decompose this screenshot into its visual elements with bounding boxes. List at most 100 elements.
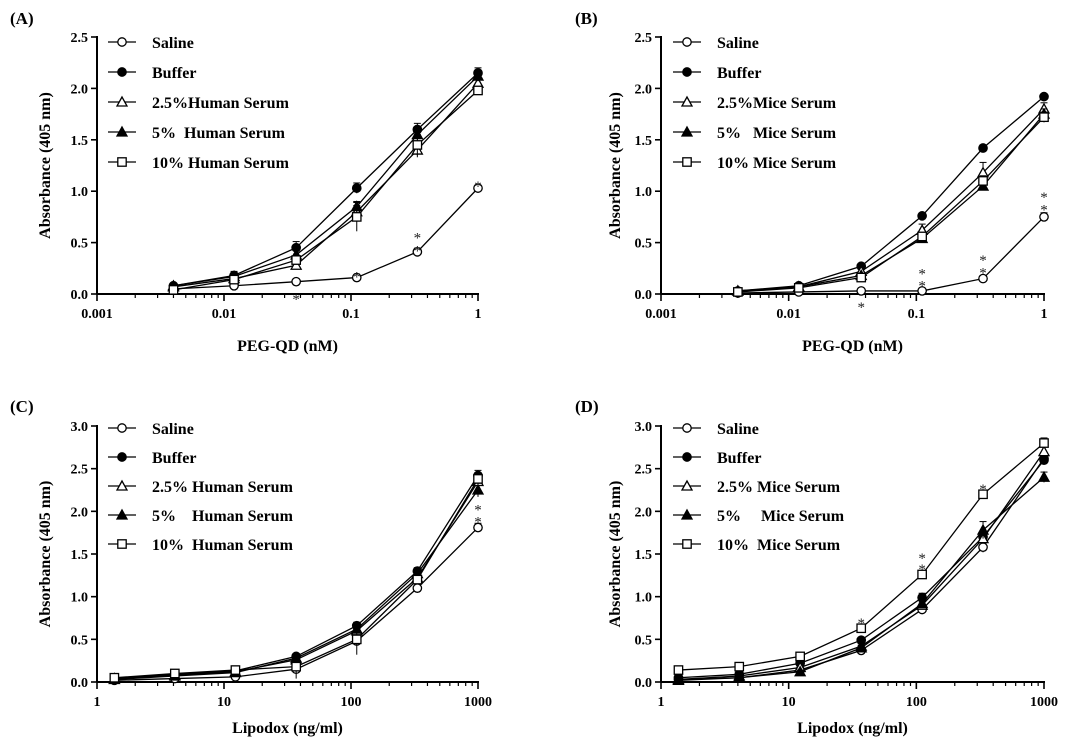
- legend-marker: [115, 479, 129, 491]
- y-tick-label: 2.5: [635, 463, 653, 478]
- data-point: [795, 651, 805, 662]
- data-point: [1039, 438, 1049, 448]
- x-axis-title: PEG-QD (nM): [237, 338, 338, 355]
- panel-label: (B): [575, 9, 598, 28]
- data-point: [473, 85, 483, 96]
- legend-label: 5% Human Serum: [152, 125, 286, 142]
- significance-star: *: [414, 230, 422, 246]
- legend-marker: [682, 37, 692, 47]
- y-tick-label: 0.0: [635, 676, 653, 691]
- series-line: [173, 89, 479, 291]
- legend-marker: [680, 479, 694, 491]
- legend-item: Buffer: [108, 450, 196, 467]
- series-5: [109, 472, 483, 683]
- y-tick-label: 1.5: [71, 548, 89, 563]
- panel-a: (A) 0.0 0.5 1.0 1.5 2.0 2.5 0.001 0.01 0.1 1 PEG-QD…: [10, 9, 485, 355]
- y-tick-label: 0.5: [635, 633, 653, 648]
- data-point: [412, 140, 423, 150]
- data-point: [1037, 470, 1051, 482]
- legend-marker: [117, 67, 127, 77]
- y-axis-title: Absorbance (405 nm): [37, 481, 54, 628]
- data-point: [733, 287, 743, 297]
- data-point: [473, 183, 483, 193]
- legend-label: Saline: [152, 421, 194, 438]
- y-tick-label: 0.5: [71, 237, 89, 252]
- y-tick-label: 1.0: [71, 591, 89, 606]
- legend-label: Buffer: [152, 65, 196, 82]
- data-point: [291, 661, 302, 672]
- legend-item: 10% Mice Serum: [673, 537, 841, 554]
- data-point: [1039, 212, 1049, 222]
- series-1: [733, 212, 1049, 298]
- y-axis-title: Absorbance (405 nm): [607, 481, 624, 628]
- x-tick-label: 1: [94, 695, 101, 710]
- legend-marker: [682, 539, 692, 549]
- data-point: [473, 522, 483, 533]
- legend-marker: [117, 37, 127, 47]
- series-line: [173, 72, 479, 287]
- panel-b: (B) 0.0 0.5 1.0 1.5 2.0 2.5 0.001 0.01 0.1 1 PEG-QD…: [575, 9, 1051, 355]
- data-point: [471, 69, 485, 81]
- legend-label: Saline: [717, 421, 759, 438]
- series-line: [737, 116, 1045, 293]
- y-tick-label: 1.5: [635, 134, 653, 149]
- y-tick-label: 1.0: [71, 185, 89, 200]
- legend-marker: [115, 125, 129, 137]
- legend-marker: [115, 95, 129, 107]
- x-tick-label: 10: [782, 695, 796, 710]
- legend-item: 2.5% Human Serum: [108, 479, 294, 496]
- data-point: [978, 273, 988, 284]
- legend-item: 10% Human Serum: [108, 155, 290, 172]
- y-tick-label: 1.5: [71, 134, 89, 149]
- legend-item: 2.5% Mice Serum: [673, 479, 841, 496]
- legend-marker: [680, 125, 694, 137]
- y-tick-label: 3.0: [635, 420, 653, 435]
- data-point: [412, 574, 423, 585]
- series-line: [114, 475, 479, 680]
- data-point: [916, 597, 929, 609]
- x-tick-label: 10: [217, 695, 231, 710]
- panel-d: (D) 0.0 0.5 1.0 1.5 2.0 2.5 3.0 1 10 100 1000 Lipodo…: [575, 397, 1058, 737]
- legend-label: Buffer: [717, 65, 761, 82]
- data-point: [672, 673, 685, 685]
- y-tick-label: 2.5: [71, 463, 89, 478]
- legend-item: Buffer: [108, 65, 196, 82]
- legend-marker: [680, 508, 694, 520]
- panel-label: (C): [10, 397, 34, 416]
- data-point: [169, 668, 180, 679]
- significance-star: *: [979, 253, 987, 269]
- data-point: [412, 247, 423, 257]
- legend-label: 5% Mice Serum: [717, 125, 837, 142]
- y-tick-label: 1.5: [635, 548, 653, 563]
- data-point: [855, 641, 868, 653]
- legend-item: 10% Mice Serum: [673, 155, 837, 172]
- significance-star: *: [414, 244, 422, 260]
- legend-marker: [117, 539, 127, 549]
- x-tick-label: 100: [906, 695, 927, 710]
- significance-star: *: [979, 265, 987, 281]
- x-tick-label: 1: [1041, 307, 1048, 322]
- y-tick-label: 2.5: [71, 31, 89, 46]
- legend-marker: [682, 67, 692, 77]
- data-point: [976, 523, 990, 535]
- significance-star: *: [353, 269, 361, 285]
- data-point: [109, 672, 120, 683]
- series-2: [733, 91, 1049, 296]
- data-point: [733, 671, 746, 683]
- x-tick-label: 1: [658, 695, 665, 710]
- y-tick-label: 0.0: [71, 288, 89, 303]
- data-point: [351, 212, 362, 222]
- legend-item: 2.5%Human Serum: [108, 95, 290, 112]
- series-line: [173, 75, 479, 287]
- data-point: [978, 143, 988, 153]
- x-tick-label: 0.01: [776, 307, 801, 322]
- legend-label: 10% Mice Serum: [717, 155, 837, 172]
- data-point: [856, 286, 867, 296]
- data-point: [291, 255, 302, 265]
- legend-label: Saline: [152, 35, 194, 52]
- data-point: [978, 489, 988, 500]
- legend-marker: [117, 157, 127, 167]
- legend-label: 5% Mice Serum: [717, 508, 845, 525]
- series-line: [173, 82, 479, 288]
